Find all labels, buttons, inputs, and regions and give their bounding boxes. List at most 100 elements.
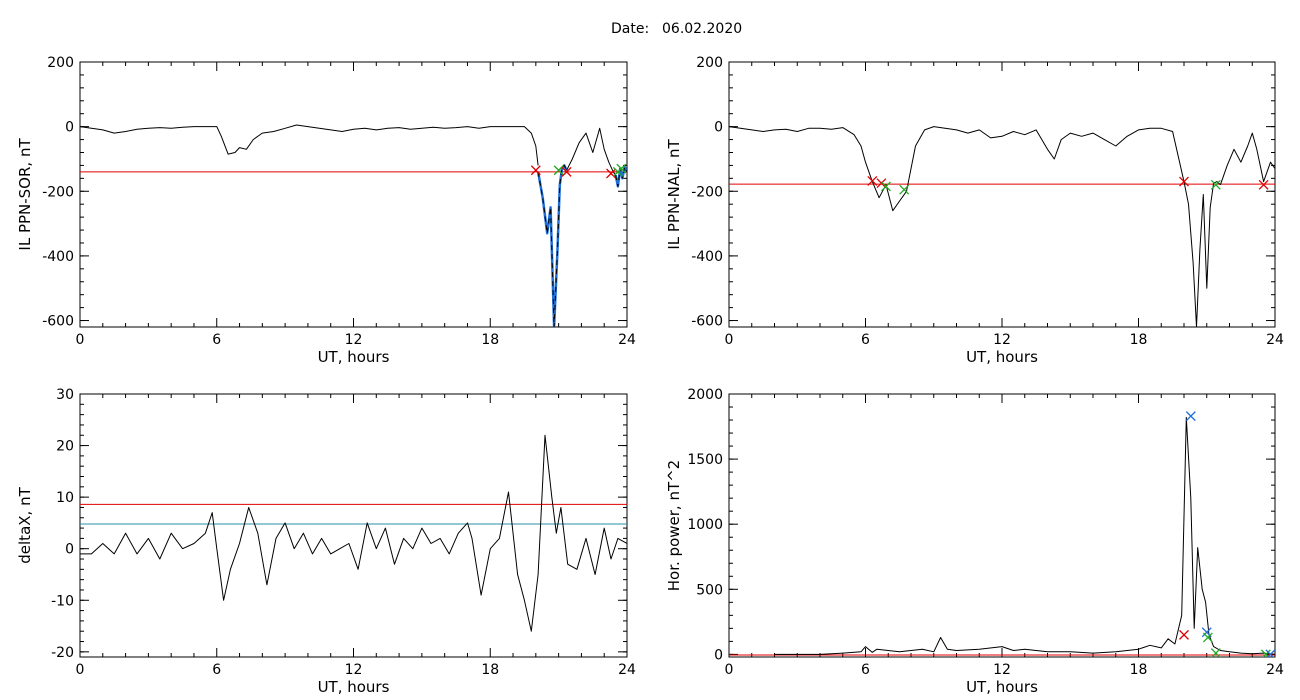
- x-tick-label: 12: [993, 332, 1011, 348]
- marker-green: [1260, 649, 1271, 657]
- y-tick-label: 1500: [687, 452, 723, 468]
- marker-red: [1179, 629, 1189, 640]
- marker-stroke: [1211, 648, 1221, 657]
- series-line-highlight: [614, 165, 627, 188]
- x-axis-label: UT, hours: [966, 678, 1038, 696]
- marker-stroke: [867, 175, 878, 186]
- y-axis-label: Hor. power, nT^2: [665, 460, 683, 591]
- y-tick-label: 0: [714, 120, 723, 136]
- series-line: [774, 416, 1275, 655]
- date-label: Date:: [611, 21, 649, 37]
- marker-stroke: [1179, 176, 1189, 187]
- x-tick-label: 18: [481, 332, 499, 348]
- plot-frame: [728, 393, 1276, 658]
- series-line: [906, 126, 1185, 192]
- chart-ppn-sor: 0 6 12 18 24 200 0 -200 -400 -600 UT, hours IL PPN-…: [16, 55, 636, 366]
- marker-red: [561, 166, 572, 177]
- marker-stroke: [1266, 649, 1275, 657]
- plot-frame: [79, 393, 628, 658]
- y-tick-label: 0: [65, 120, 74, 136]
- y-tick-label: -600: [42, 314, 74, 330]
- y-tick-label: 10: [56, 490, 74, 506]
- y-tick-label: -200: [42, 184, 74, 200]
- x-axis-label: UT, hours: [318, 348, 390, 366]
- x-tick-label: 24: [1266, 332, 1284, 348]
- date-value: 06.02.2020: [662, 21, 742, 37]
- plot-frame: [728, 61, 1276, 328]
- y-axis-label: IL PPN-SOR, nT: [16, 138, 34, 251]
- y-axis-label: IL PPN-NAL, nT: [665, 139, 683, 250]
- marker-stroke: [1258, 179, 1269, 190]
- y-tick-label: 500: [696, 582, 723, 598]
- y-tick-label: -10: [51, 593, 74, 609]
- marker-blue: [1185, 411, 1196, 422]
- plot-area: [80, 434, 627, 632]
- plot-area: [729, 411, 1275, 657]
- marker-stroke: [1202, 632, 1213, 643]
- marker-stroke: [553, 165, 564, 176]
- x-tick-label: 0: [725, 332, 734, 348]
- marker-red: [530, 165, 541, 176]
- x-tick-label: 0: [725, 662, 734, 678]
- marker-blue: [1265, 649, 1275, 657]
- marker-stroke: [876, 178, 887, 189]
- marker-green: [553, 165, 564, 176]
- x-tick-label: 12: [345, 662, 363, 678]
- x-tick-label: 24: [1266, 662, 1284, 678]
- y-tick-label: 0: [65, 542, 74, 558]
- y-tick-label: 20: [56, 439, 74, 455]
- marker-green: [616, 163, 627, 174]
- marker-stroke: [606, 168, 617, 179]
- y-tick-label: -400: [42, 249, 74, 265]
- marker-stroke: [1210, 179, 1221, 190]
- y-axis-label: deltaX, nT: [16, 486, 34, 563]
- x-tick-label: 6: [861, 332, 870, 348]
- chart-ppn-nal: 0 6 12 18 24 200 0 -200 -400 -600 UT, hours IL PPN-…: [665, 55, 1284, 366]
- y-tick-label: 200: [47, 55, 74, 71]
- y-tick-label: 30: [56, 387, 74, 403]
- marker-red: [1258, 179, 1269, 190]
- marker-stroke: [899, 184, 910, 195]
- figure-date-title: Date: 06.02.2020: [611, 21, 742, 37]
- x-tick-label: 6: [861, 662, 870, 678]
- y-tick-label: -200: [691, 184, 723, 200]
- y-tick-label: 200: [696, 55, 723, 71]
- marker-stroke: [881, 181, 891, 192]
- x-axis-label: UT, hours: [966, 348, 1038, 366]
- marker-red: [1179, 176, 1189, 187]
- x-tick-label: 24: [618, 662, 636, 678]
- marker-red: [867, 175, 878, 186]
- series-line: [80, 124, 539, 166]
- plot-frame: [79, 61, 628, 328]
- x-tick-label: 24: [618, 332, 636, 348]
- x-tick-label: 6: [212, 662, 221, 678]
- y-tick-label: 1000: [687, 517, 723, 533]
- marker-stroke: [1179, 629, 1189, 640]
- marker-green: [1202, 632, 1213, 643]
- marker-stroke: [530, 165, 541, 176]
- series-line: [871, 181, 907, 212]
- series-line: [80, 434, 627, 632]
- marker-green: [899, 184, 910, 195]
- x-tick-label: 0: [76, 662, 85, 678]
- series-line: [1183, 181, 1221, 327]
- x-tick-label: 6: [212, 332, 221, 348]
- series-line-highlight: [536, 164, 568, 327]
- marker-stroke: [561, 166, 572, 177]
- series-line: [729, 126, 873, 182]
- series-line-highlight-dash: [537, 164, 568, 327]
- chart-deltax: 0 6 12 18 24 30 20 10 0 -10 -20 UT, hours deltaX, nT: [16, 387, 636, 696]
- x-tick-label: 18: [1130, 662, 1148, 678]
- marker-stroke: [616, 163, 627, 174]
- y-tick-label: -20: [51, 645, 74, 661]
- x-tick-label: 12: [993, 662, 1011, 678]
- marker-green: [1210, 648, 1221, 657]
- series-line: [566, 127, 617, 176]
- y-tick-label: -600: [691, 314, 723, 330]
- y-tick-label: -400: [691, 249, 723, 265]
- marker-green: [1210, 179, 1221, 190]
- marker-green: [881, 181, 891, 192]
- x-tick-label: 0: [76, 332, 85, 348]
- x-axis-label: UT, hours: [318, 678, 390, 696]
